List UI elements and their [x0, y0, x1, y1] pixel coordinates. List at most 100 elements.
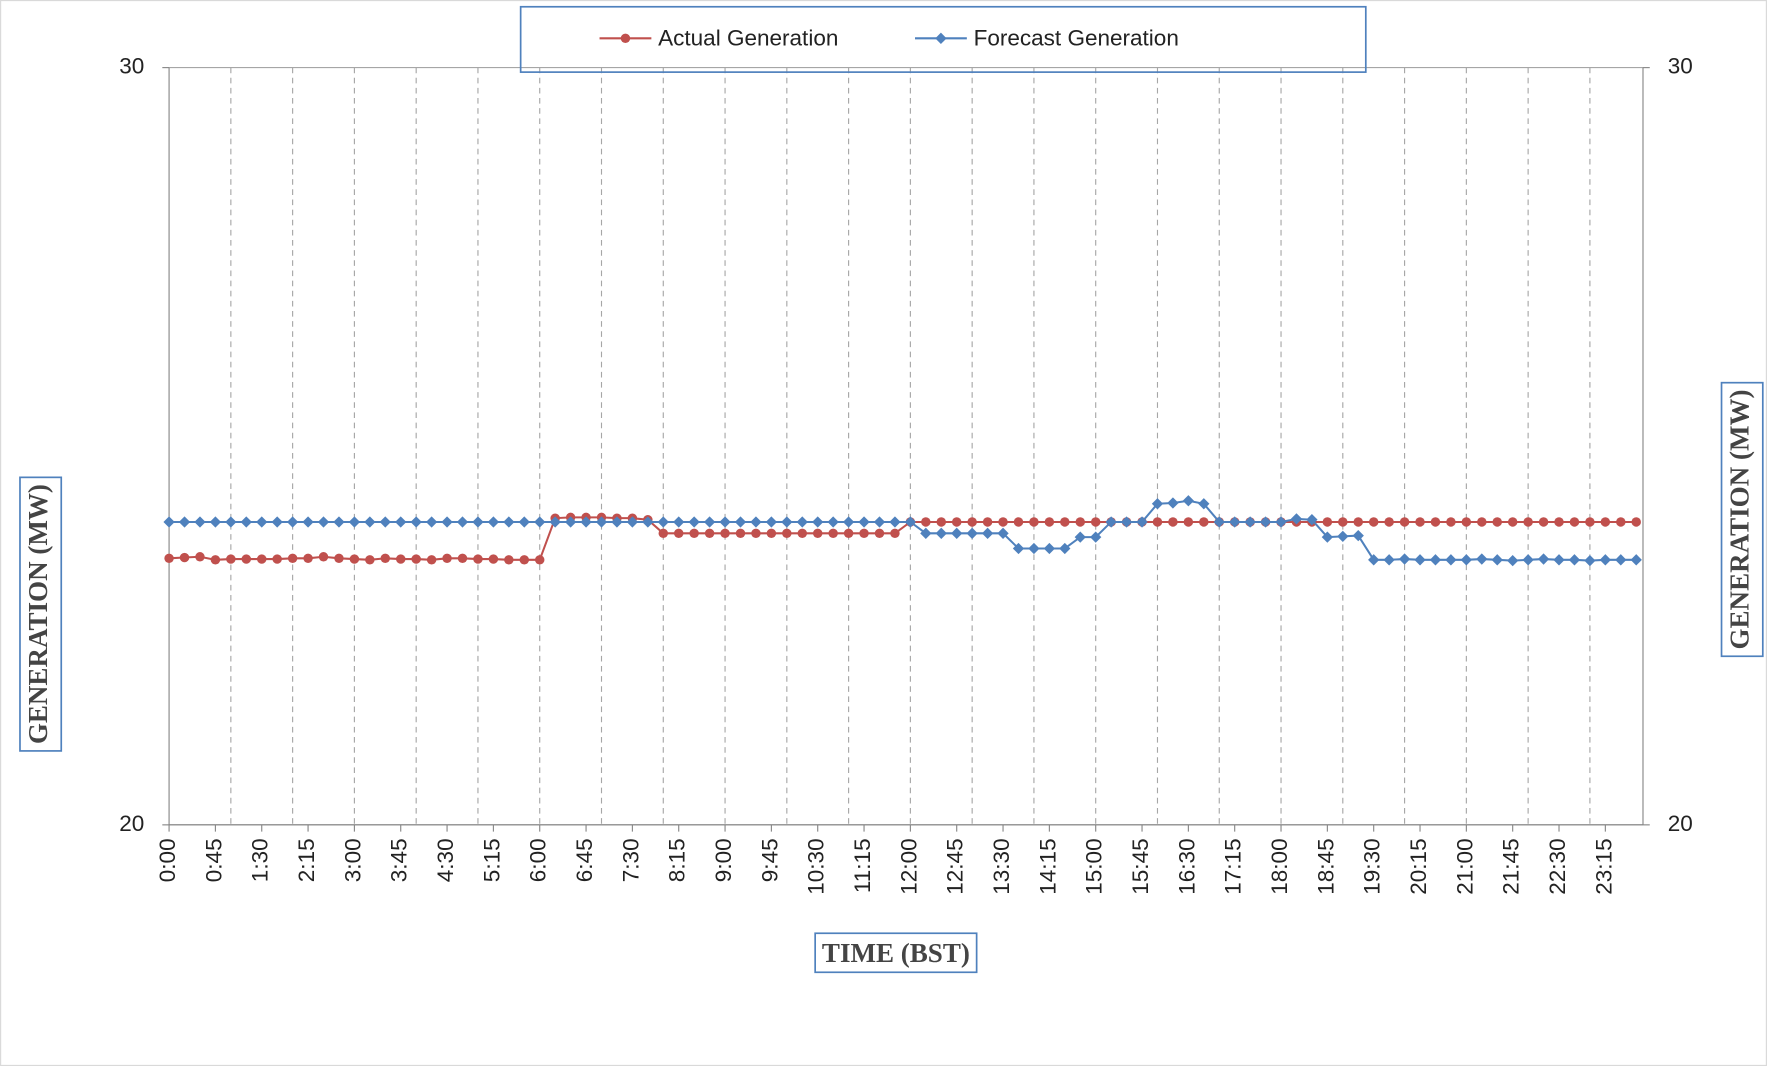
data-point — [921, 517, 931, 527]
data-point — [1167, 497, 1179, 509]
data-point — [890, 528, 900, 539]
data-point — [626, 516, 639, 528]
x-axis-title-box — [814, 932, 978, 974]
data-point — [549, 516, 561, 528]
y2-tick-label: 20 — [1668, 811, 1693, 836]
data-point — [1460, 554, 1472, 566]
x-tick-label: 7:30 — [618, 838, 643, 882]
data-point — [1461, 517, 1472, 527]
data-point — [951, 517, 962, 527]
data-point — [1477, 517, 1487, 527]
data-point — [411, 554, 421, 564]
data-point — [1259, 516, 1272, 528]
data-point — [967, 517, 977, 527]
data-point — [1120, 516, 1133, 528]
data-point — [178, 516, 191, 528]
x-tick-label: 3:00 — [340, 838, 365, 882]
data-point — [395, 516, 407, 528]
data-point — [828, 528, 838, 539]
data-point — [1538, 517, 1549, 527]
data-point — [272, 554, 282, 564]
y2-axis-title: GENERATION (MW) — [1724, 389, 1754, 649]
data-point — [1585, 517, 1595, 527]
data-point — [1244, 516, 1256, 528]
data-point — [1399, 517, 1410, 527]
data-point — [226, 554, 236, 564]
data-point — [1029, 517, 1039, 527]
x-tick-label: 15:45 — [1128, 838, 1153, 894]
data-point — [303, 553, 313, 564]
data-point — [1630, 554, 1642, 566]
data-point — [318, 552, 329, 562]
legend: Actual Generation Forecast Generation — [599, 25, 1179, 50]
data-point — [1446, 517, 1456, 527]
data-point — [1554, 517, 1564, 527]
x-tick-label: 17:15 — [1221, 838, 1246, 894]
data-point — [997, 527, 1009, 539]
data-point — [1537, 553, 1550, 565]
data-point — [457, 553, 468, 564]
data-point — [704, 528, 715, 539]
data-point — [842, 516, 855, 528]
data-point — [1553, 554, 1565, 566]
data-point — [1383, 554, 1395, 566]
x-tick-label: 9:45 — [757, 838, 782, 882]
data-point — [426, 555, 437, 565]
data-point — [951, 527, 963, 539]
data-point — [797, 528, 808, 539]
data-point — [1569, 517, 1580, 527]
data-point — [348, 516, 361, 528]
data-point — [1507, 554, 1519, 567]
data-point — [998, 517, 1008, 527]
data-point — [1445, 554, 1457, 566]
data-point — [1507, 517, 1518, 527]
data-point — [689, 528, 699, 539]
x-tick-label: 0:00 — [155, 838, 180, 882]
data-point — [1059, 542, 1071, 555]
data-point — [488, 554, 499, 564]
data-point — [843, 528, 854, 539]
x-tick-label: 21:45 — [1499, 838, 1524, 894]
data-point — [1074, 531, 1086, 543]
data-point — [812, 528, 823, 539]
data-point — [1631, 517, 1641, 527]
data-point — [1430, 517, 1441, 527]
x-tick-label: 9:00 — [711, 838, 736, 882]
data-point — [796, 516, 808, 528]
data-point — [473, 554, 483, 564]
data-point — [673, 528, 684, 539]
legend-label: Forecast Generation — [974, 25, 1179, 50]
data-point — [1599, 554, 1611, 566]
data-point — [827, 516, 839, 528]
data-point — [1060, 517, 1070, 527]
data-point — [734, 516, 747, 528]
data-point — [564, 516, 577, 528]
data-point — [673, 516, 685, 528]
data-point — [1414, 554, 1426, 566]
data-point — [240, 516, 252, 528]
x-tick-label: 1:30 — [248, 838, 273, 882]
data-point — [1012, 542, 1025, 555]
data-point — [1105, 516, 1117, 528]
data-point — [534, 516, 546, 528]
data-point — [1275, 516, 1287, 528]
data-point — [379, 516, 391, 528]
x-tick-label: 11:15 — [850, 838, 875, 893]
data-point — [1306, 514, 1318, 526]
y-tick-label: 30 — [119, 54, 144, 79]
x-tick-label: 10:30 — [804, 838, 829, 894]
data-point — [396, 554, 406, 564]
data-point — [1182, 495, 1195, 507]
data-point — [1090, 517, 1101, 527]
x-tick-label: 14:15 — [1035, 838, 1060, 894]
data-point — [1290, 513, 1303, 525]
data-point — [1584, 554, 1596, 567]
data-point — [1368, 554, 1380, 566]
data-point — [1368, 517, 1379, 527]
legend-box — [519, 5, 1367, 73]
data-point — [1183, 517, 1194, 527]
data-point — [1491, 554, 1503, 566]
data-point — [1522, 554, 1534, 566]
data-point — [1229, 516, 1241, 528]
data-point — [859, 528, 869, 539]
